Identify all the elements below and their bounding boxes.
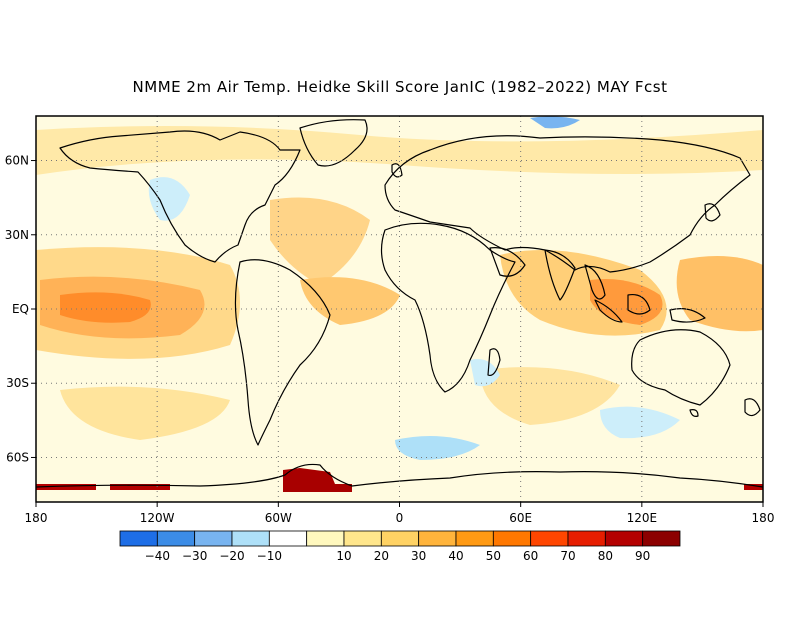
field-neg-arctic <box>530 116 580 129</box>
x-tick-label: 0 <box>396 511 404 525</box>
colorbar-swatch <box>380 530 420 547</box>
x-tick-label: 60W <box>265 511 292 525</box>
colorbar-label: 50 <box>486 549 501 563</box>
coast-arabia <box>489 247 526 277</box>
y-tick-label: EQ <box>12 302 29 316</box>
colorbar-label: 40 <box>448 549 463 563</box>
colorbar-label: −20 <box>219 549 244 563</box>
y-tick-label: 60N <box>5 154 29 168</box>
field-antarctic-red-east <box>744 484 763 490</box>
field-neg-north-america <box>148 177 190 221</box>
colorbar-label: 30 <box>411 549 426 563</box>
colorbar-swatch <box>268 530 308 547</box>
colorbar-swatch <box>156 530 196 547</box>
field-neg-southern-ocean <box>395 436 480 460</box>
coast-india <box>544 249 576 301</box>
map-title: NMME 2m Air Temp. Heidke Skill Score Jan… <box>132 78 668 96</box>
coast-australia <box>631 329 731 406</box>
axis-ticks: 180 120W 60W 0 60E 120E 180 60N 30N EQ 30S 60S <box>5 154 775 525</box>
y-tick-label: 60S <box>6 450 29 464</box>
lat-lon-grid <box>36 116 763 502</box>
coast-north-america <box>59 130 301 263</box>
coast-antarctica <box>36 463 763 488</box>
field-antarctic-peninsula-red <box>283 468 352 492</box>
x-tick-label: 60E <box>509 511 532 525</box>
x-tick-label: 120W <box>140 511 175 525</box>
x-tick-label: 180 <box>25 511 48 525</box>
colorbar-swatch <box>343 530 382 547</box>
colorbar-swatch <box>455 530 494 547</box>
coast-new-zealand <box>744 398 761 417</box>
skill-score-field <box>36 116 763 502</box>
field-south-indian <box>480 367 620 425</box>
colorbar-swatch <box>306 530 345 547</box>
colorbar-label: 10 <box>336 549 351 563</box>
colorbar-swatch <box>604 530 644 547</box>
coast-madagascar <box>487 348 501 377</box>
coast-borneo <box>627 293 651 315</box>
coast-uk <box>391 163 403 178</box>
colorbar-label: 20 <box>374 549 389 563</box>
coast-sumatra <box>594 299 623 323</box>
field-neg-africa-east <box>470 359 500 387</box>
coast-tasmania <box>689 409 699 417</box>
coastlines <box>36 119 763 488</box>
colorbar-swatch <box>119 530 158 547</box>
colorbar-label: 80 <box>598 549 613 563</box>
colorbar-swatch <box>194 530 233 547</box>
colorbar-swatch <box>418 530 457 547</box>
field-neg-australia-south <box>600 406 680 439</box>
y-tick-label: 30N <box>5 228 29 242</box>
field-tropics-pacific-hot <box>60 292 151 323</box>
y-tick-label: 30S <box>6 376 29 390</box>
colorbar-label: −40 <box>145 549 170 563</box>
field-tropical-atlantic <box>300 277 400 325</box>
colorbar-label: 90 <box>635 549 650 563</box>
coast-africa <box>380 222 516 393</box>
x-tick-label: 120E <box>627 511 658 525</box>
coast-south-america <box>234 259 331 446</box>
coast-indochina <box>584 264 606 300</box>
x-tick-label: 180 <box>752 511 775 525</box>
colorbar-label: −30 <box>182 549 207 563</box>
field-atlantic <box>270 197 370 285</box>
colorbar-label: 60 <box>523 549 538 563</box>
colorbar-label: −10 <box>257 549 282 563</box>
field-west-pacific <box>676 256 763 332</box>
field-south-pacific <box>60 386 230 440</box>
colorbar-swatch <box>642 530 681 547</box>
colorbar-swatch <box>231 530 270 547</box>
field-antarctic-red-2 <box>110 484 170 490</box>
colorbar: −40 −30 −20 −10 10 20 30 40 50 60 70 80 90 <box>119 530 681 563</box>
colorbar-label: 70 <box>560 549 575 563</box>
colorbar-swatch <box>530 530 569 547</box>
colorbar-swatch <box>492 530 532 547</box>
coast-greenland <box>299 119 368 167</box>
coast-eurasia <box>384 135 751 273</box>
coast-japan <box>704 203 721 222</box>
colorbar-swatch <box>567 530 606 547</box>
field-antarctic-red-west <box>36 484 96 490</box>
